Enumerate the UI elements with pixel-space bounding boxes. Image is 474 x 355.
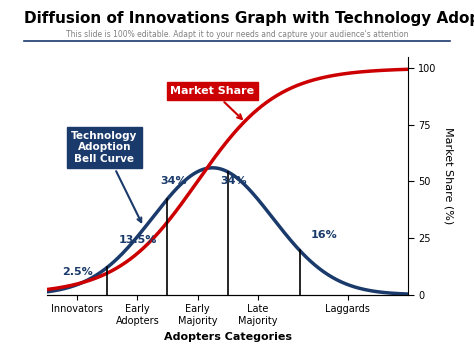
Text: Market Share: Market Share xyxy=(171,86,255,119)
Text: This slide is 100% editable. Adapt it to your needs and capture your audience's : This slide is 100% editable. Adapt it to… xyxy=(66,30,408,39)
Text: 16%: 16% xyxy=(310,230,337,240)
Text: Technology
Adoption
Bell Curve: Technology Adoption Bell Curve xyxy=(71,131,141,222)
X-axis label: Adopters Categories: Adopters Categories xyxy=(164,332,292,342)
Text: 34%: 34% xyxy=(220,176,247,186)
Text: Diffusion of Innovations Graph with Technology Adoption Bell Curve: Diffusion of Innovations Graph with Tech… xyxy=(24,11,474,26)
Text: 34%: 34% xyxy=(160,176,187,186)
Y-axis label: Market Share (%): Market Share (%) xyxy=(443,127,453,224)
Text: 2.5%: 2.5% xyxy=(62,267,93,277)
Text: 13.5%: 13.5% xyxy=(118,235,156,245)
